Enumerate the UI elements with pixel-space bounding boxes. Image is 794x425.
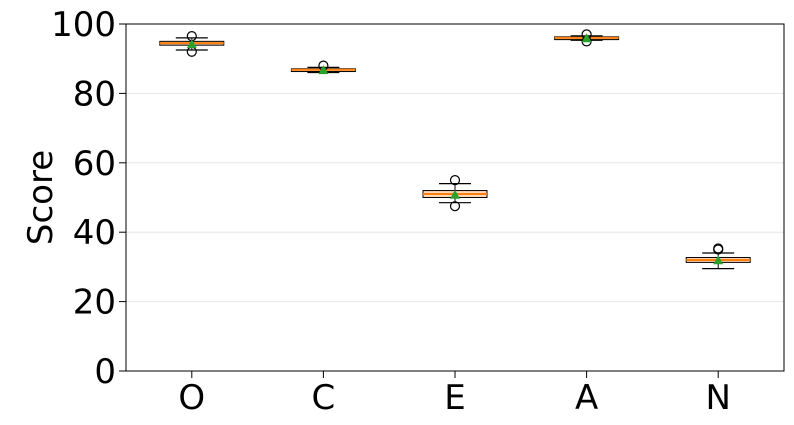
y-tick-label: 40 (73, 213, 116, 253)
box-group-E (422, 175, 488, 212)
y-tick-label: 20 (73, 283, 116, 323)
y-tick-label: 100 (51, 5, 116, 45)
y-tick-label: 80 (73, 74, 116, 114)
x-tick-label: O (178, 378, 205, 418)
boxes-layer (159, 29, 751, 270)
y-tick-label: 0 (94, 352, 116, 392)
mean-marker (581, 33, 592, 43)
x-tick-label: A (575, 378, 598, 418)
y-tick-label: 60 (73, 144, 116, 184)
box-group-O (159, 31, 225, 57)
box-group-N (685, 243, 751, 270)
mean-marker (186, 39, 197, 49)
box-group-A (554, 29, 620, 47)
y-axis-label: Score (21, 150, 61, 245)
box-group-C (290, 60, 356, 75)
x-tick-label: C (312, 378, 336, 418)
mean-marker (318, 65, 329, 75)
x-tick-label: N (705, 378, 730, 418)
mean-marker (450, 189, 460, 199)
outlier-point (713, 243, 724, 254)
outlier-point (449, 175, 461, 186)
outlier-point (449, 201, 461, 212)
y-axis-ticks: 0 20 40 60 80 100 (51, 5, 126, 392)
x-tick-label: E (444, 378, 465, 418)
mean-marker (713, 255, 724, 265)
